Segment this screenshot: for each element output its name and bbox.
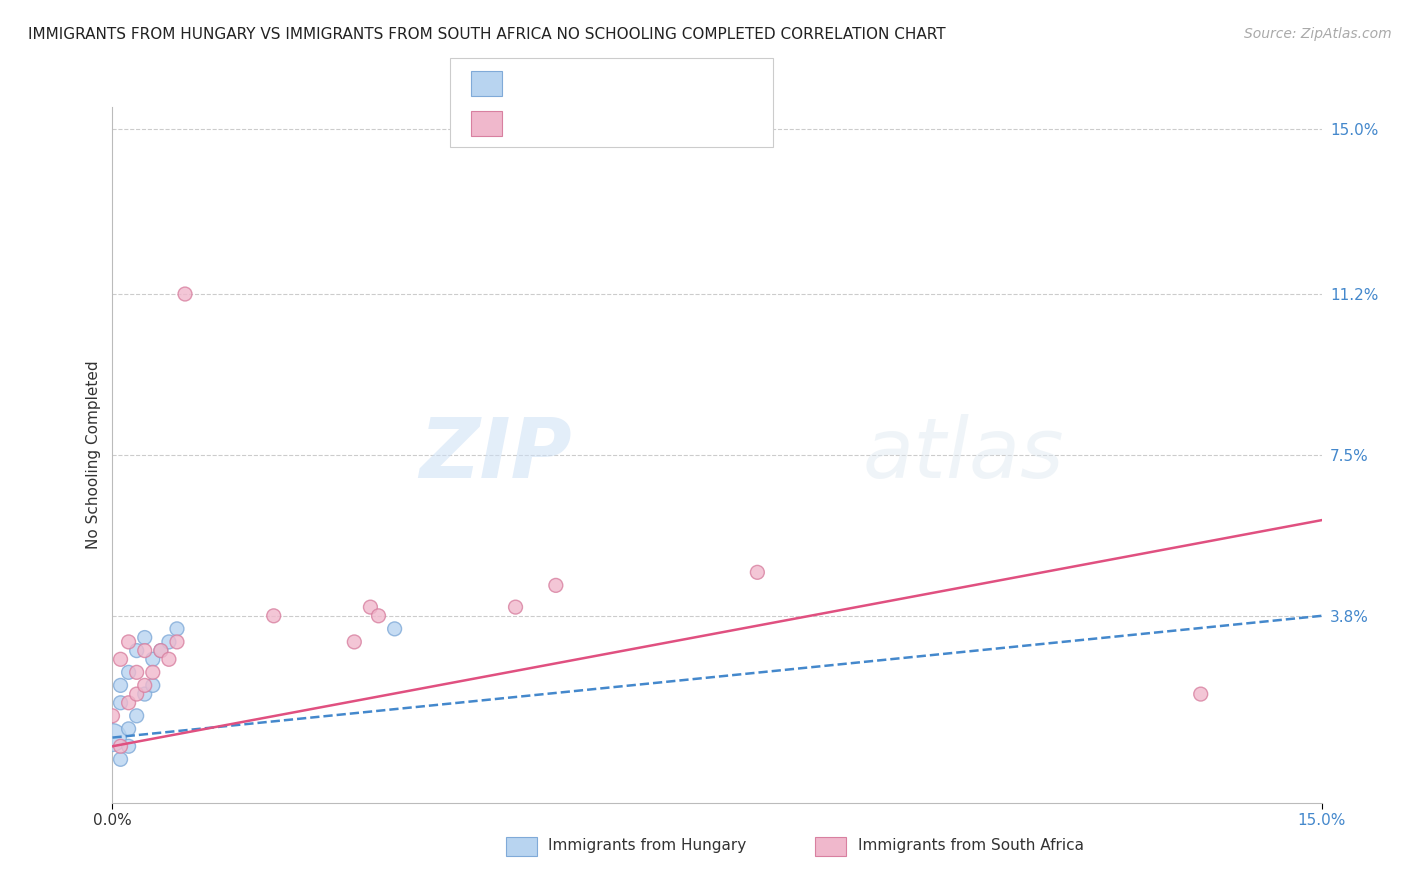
Point (166, 622, 188, 636)
Point (134, 687, 156, 701)
Point (1189, 687, 1212, 701)
Text: R =: R = (513, 114, 550, 132)
Point (166, 635, 188, 649)
Text: Immigrants from South Africa: Immigrants from South Africa (858, 838, 1084, 853)
Text: 22: 22 (647, 114, 668, 132)
Point (117, 635, 139, 649)
Point (157, 635, 180, 649)
Point (117, 739, 139, 754)
Point (125, 665, 148, 680)
Text: IMMIGRANTS FROM HUNGARY VS IMMIGRANTS FROM SOUTH AFRICA NO SCHOOLING COMPLETED C: IMMIGRANTS FROM HUNGARY VS IMMIGRANTS FR… (28, 27, 946, 42)
Text: 0.347: 0.347 (544, 114, 592, 132)
Text: N =: N = (598, 114, 645, 132)
Text: Immigrants from Hungary: Immigrants from Hungary (548, 838, 747, 853)
Point (505, 600, 527, 615)
Point (110, 739, 132, 754)
Point (142, 652, 165, 666)
Point (149, 643, 172, 657)
Text: atlas: atlas (862, 415, 1064, 495)
Point (110, 696, 132, 710)
Text: Source: ZipAtlas.com: Source: ZipAtlas.com (1244, 27, 1392, 41)
Point (359, 600, 381, 615)
Text: N =: N = (598, 75, 645, 93)
Point (125, 643, 148, 657)
Point (142, 665, 165, 680)
Point (384, 622, 406, 636)
Point (142, 678, 165, 692)
Point (101, 731, 124, 745)
Text: ZIP: ZIP (419, 415, 572, 495)
Point (157, 652, 180, 666)
Point (117, 722, 139, 736)
Point (110, 678, 132, 692)
Point (125, 687, 148, 701)
Point (117, 696, 139, 710)
Point (134, 631, 156, 645)
Point (134, 643, 156, 657)
Text: 17: 17 (647, 75, 668, 93)
Point (263, 608, 285, 623)
Point (343, 635, 366, 649)
Y-axis label: No Schooling Completed: No Schooling Completed (86, 360, 101, 549)
Point (367, 608, 389, 623)
Point (101, 708, 124, 723)
Text: 0.318: 0.318 (544, 75, 592, 93)
Point (117, 665, 139, 680)
Text: R =: R = (513, 75, 550, 93)
Point (149, 643, 172, 657)
Point (110, 652, 132, 666)
Point (125, 708, 148, 723)
Point (544, 578, 567, 592)
Point (174, 287, 197, 301)
Point (110, 752, 132, 766)
Point (134, 678, 156, 692)
Point (747, 566, 769, 580)
